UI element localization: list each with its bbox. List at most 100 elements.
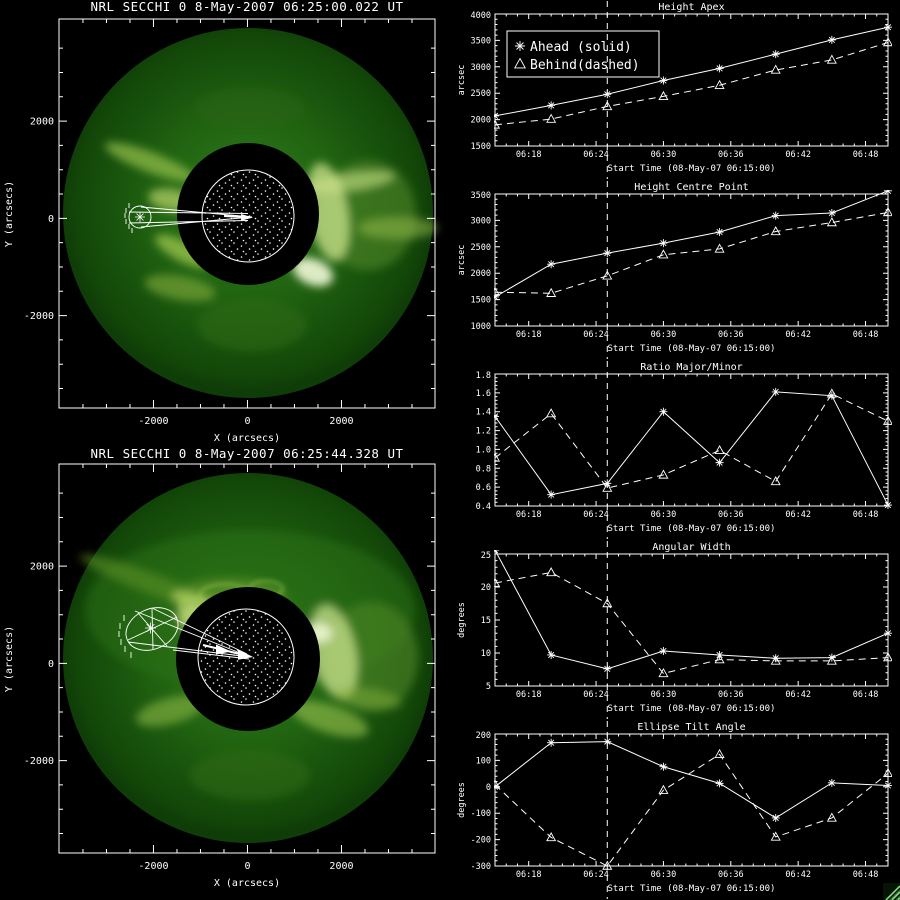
x-tick-label: 06:48: [853, 330, 879, 340]
tick-marks: [59, 464, 435, 853]
triangle-marker: [770, 476, 781, 486]
triangle-marker: [602, 482, 613, 492]
asterisk-marker: [145, 622, 156, 634]
asterisk-marker: [547, 490, 556, 499]
y-tick-label: 1.8: [476, 371, 491, 381]
y-tick-label: -100: [471, 809, 491, 819]
series-line-ahead: [494, 190, 889, 298]
x-axis-label: Start Time (08-May-07 06:15:00): [608, 704, 776, 714]
x-tick-label: 06:30: [651, 870, 677, 880]
resize-grip-icon[interactable]: [883, 883, 900, 900]
x-tick-label: 06:30: [651, 690, 677, 700]
plot-title: Height Apex: [658, 2, 724, 13]
asterisk-marker: [715, 64, 724, 73]
asterisk-marker: [494, 782, 499, 791]
triangle-marker: [770, 226, 781, 236]
y-tick-label: 15: [481, 616, 491, 626]
asterisk-marker: [494, 111, 499, 120]
x-tick-label: 06:48: [853, 690, 879, 700]
asterisk-marker: [715, 779, 724, 788]
asterisk-marker: [827, 778, 836, 787]
asterisk-marker: [494, 292, 499, 301]
x-tick-label: 06:36: [718, 690, 744, 700]
asterisk-marker: [827, 209, 836, 218]
series-line-ahead: [494, 26, 889, 117]
y-tick-label: 2000: [471, 269, 491, 279]
solar-disk-stippled: [201, 169, 295, 263]
triangle-marker: [714, 748, 725, 759]
arrow-head: [238, 649, 253, 660]
y-tick-label: 2000: [30, 562, 54, 573]
series-line-behind: [494, 753, 889, 867]
panel-title: NRL SECCHI 0 8-May-2007 06:25:00.022 UT: [91, 0, 404, 14]
asterisk-marker: [547, 260, 556, 269]
asterisk-marker: [135, 212, 145, 222]
x-tick-label: 06:48: [853, 150, 879, 160]
tick-marks: [495, 554, 888, 686]
x-tick-label: 0: [244, 861, 250, 872]
y-tick-label: 0.4: [476, 502, 491, 512]
plot-height-apex: 06:18 06:24 06:30 06:36 06:42 06:48 1500 2000 25…: [450, 0, 900, 180]
x-tick-label: 06:42: [785, 150, 811, 160]
asterisk-marker: [827, 35, 836, 44]
cme-wireframe: [124, 203, 253, 233]
y-tick-label: 0: [48, 659, 54, 670]
asterisk-marker: [494, 550, 499, 555]
x-tick-label: 06:18: [516, 330, 542, 340]
tick-marks: [495, 734, 888, 866]
triangle-marker: [658, 784, 669, 794]
asterisk-marker: [659, 76, 668, 85]
triangle-marker: [658, 668, 669, 678]
triangle-marker: [494, 577, 501, 587]
asterisk-marker: [771, 211, 780, 220]
x-tick-label: 06:42: [785, 870, 811, 880]
panel-title: NRL SECCHI 0 8-May-2007 06:25:44.328 UT: [91, 446, 404, 461]
triangle-marker: [514, 57, 526, 69]
series-line-behind: [494, 42, 889, 126]
y-tick-label: 0: [48, 214, 54, 225]
asterisk-marker: [771, 387, 780, 396]
x-tick-label: -2000: [138, 416, 168, 427]
y-tick-label: 2000: [30, 117, 54, 128]
asterisk-marker: [715, 458, 724, 467]
plot-title: Ellipse Tilt Angle: [637, 722, 745, 733]
x-axis-label: Start Time (08-May-07 06:15:00): [608, 884, 776, 894]
series-group: [494, 190, 892, 301]
asterisk-marker: [771, 50, 780, 59]
plot-title: Ratio Major/Minor: [640, 362, 742, 373]
y-tick-label: 3000: [471, 63, 491, 73]
coronagraph-image-1: [63, 28, 438, 398]
x-tick-label: 0: [244, 416, 250, 427]
series-line-ahead: [494, 741, 889, 819]
x-axis-label: X (arcsecs): [214, 878, 280, 889]
y-tick-label: 0.6: [476, 483, 491, 493]
axes-frame: -2000 0 2000 2000 0 -2000: [24, 463, 436, 872]
wireframe-hatch-ticks: [124, 203, 133, 233]
asterisk-marker: [884, 190, 892, 195]
plot-frame: [494, 373, 889, 507]
triangle-marker: [770, 655, 781, 665]
y-axis-label: arcsec: [457, 245, 467, 276]
triangle-marker: [770, 831, 781, 841]
x-tick-label: 06:36: [718, 330, 744, 340]
x-tick-label: 06:24: [583, 870, 609, 880]
x-tick-label: 06:24: [583, 510, 609, 520]
x-tick-label: 06:18: [516, 690, 542, 700]
y-tick-label: 1.0: [476, 445, 491, 455]
plot-title: Angular Width: [652, 542, 730, 553]
coronagraph-panel-2: -2000 0 2000 2000 0 -2000 NRL SECCHI 0 8-May-…: [0, 445, 450, 890]
legend-box: Ahead (solid) Behind(dashed): [506, 30, 660, 78]
y-tick-label: 3000: [471, 216, 491, 226]
x-tick-label: 06:48: [853, 510, 879, 520]
timeseries-plot-column: 06:18 06:24 06:30 06:36 06:42 06:48 1500 2000 25…: [450, 0, 900, 900]
asterisk-marker: [884, 629, 892, 638]
triangle-marker: [882, 652, 892, 662]
coronagraph-panel-1: -2000 0 2000 2000 0 -2000 NRL SECCHI 0 8-May-…: [0, 0, 450, 445]
x-tick-label: 06:24: [583, 150, 609, 160]
series-line-behind: [494, 211, 889, 294]
triangle-marker: [658, 469, 669, 479]
x-tick-label: 06:18: [516, 510, 542, 520]
legend-label-behind: Behind(dashed): [530, 58, 640, 73]
asterisk-marker: [603, 664, 612, 673]
